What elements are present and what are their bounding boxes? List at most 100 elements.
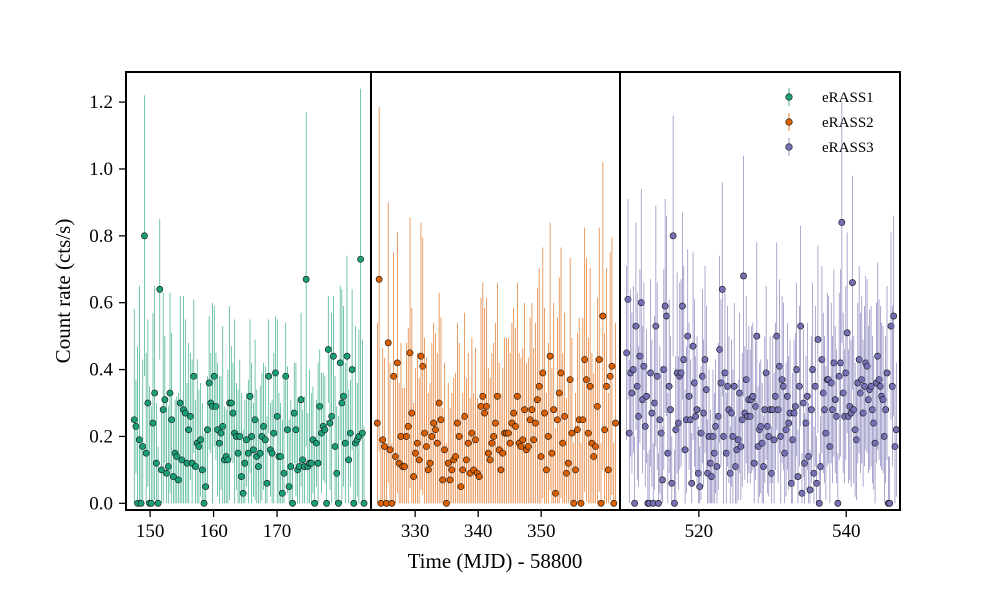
data-point [278,489,286,497]
data-point [537,453,545,460]
data-point [777,433,785,440]
data-point [779,382,787,390]
data-point [360,499,368,507]
data-point [408,409,416,417]
data-point [532,419,539,427]
x-tick-label: 350 [527,521,556,542]
legend: eRASS1 eRASS2 eRASS3 [785,88,874,156]
data-point [865,396,872,404]
data-point [641,423,649,430]
data-point [710,449,718,457]
data-point [521,406,529,414]
data-point [851,426,859,434]
data-point [708,473,716,480]
data-point [164,463,172,470]
data-point [406,349,414,357]
x-tick-label: 540 [832,521,861,542]
data-point [706,459,714,467]
data-point [452,453,459,460]
data-point [668,479,676,487]
data-point [331,443,339,450]
data-point [577,499,585,507]
data-point [455,433,463,440]
data-point [572,466,579,474]
legend-marker [785,93,793,101]
data-point [263,479,271,487]
data-point [701,356,709,363]
data-point [238,473,245,480]
data-point [714,412,722,420]
data-point [839,389,847,397]
data-point [234,449,242,457]
data-point [265,372,273,380]
data-point [640,362,648,370]
data-point [404,423,412,430]
data-point [161,396,169,404]
y-tick-label: 1.2 [89,92,113,113]
data-point [513,392,521,400]
data-point [261,436,269,444]
data-point [401,463,408,470]
data-point [256,449,264,457]
data-point [428,433,436,440]
data-point [728,409,735,417]
data-point [783,392,791,400]
data-point [694,469,702,477]
data-point [280,469,288,477]
data-point [883,369,891,377]
data-point [421,429,428,437]
data-point [484,449,492,457]
data-point [855,356,863,363]
y-axis-label: Count rate (cts/s) [51,219,75,364]
data-point [789,436,797,444]
data-point [159,406,167,414]
data-point [441,446,449,454]
data-point [563,469,570,477]
data-point [794,473,802,480]
data-point [459,466,467,474]
data-point [890,312,898,320]
data-point [829,406,836,414]
data-point [517,443,525,450]
data-point [526,416,534,424]
legend-label: eRASS2 [822,115,874,131]
data-point [246,392,254,400]
data-point [772,392,779,400]
data-point [713,463,721,470]
data-point [492,419,499,427]
data-point [472,436,479,444]
data-point [584,429,592,437]
panel-erass3 [623,102,900,507]
data-point [817,463,824,470]
data-point [132,423,140,430]
data-point [592,443,599,450]
data-point [601,426,609,434]
data-point [880,433,888,440]
data-point [497,466,505,474]
data-point [833,412,840,420]
data-point [423,443,430,450]
data-point [135,436,143,444]
data-point [566,376,574,384]
data-point [430,419,438,427]
data-point [853,436,860,444]
data-point [289,499,296,507]
data-point [696,483,704,490]
data-point [768,469,775,477]
data-point [631,499,639,507]
data-point [858,376,866,384]
data-point [248,433,256,440]
data-point [629,366,637,373]
data-point [750,459,758,467]
data-point [417,352,425,360]
data-point [312,439,320,447]
data-point [849,279,856,287]
data-point [857,389,864,397]
data-point [581,356,589,363]
data-point [302,275,310,283]
data-point [552,489,559,497]
data-point [819,389,827,397]
data-point [524,443,532,450]
data-point [797,322,805,330]
panel-erass1 [130,88,368,507]
